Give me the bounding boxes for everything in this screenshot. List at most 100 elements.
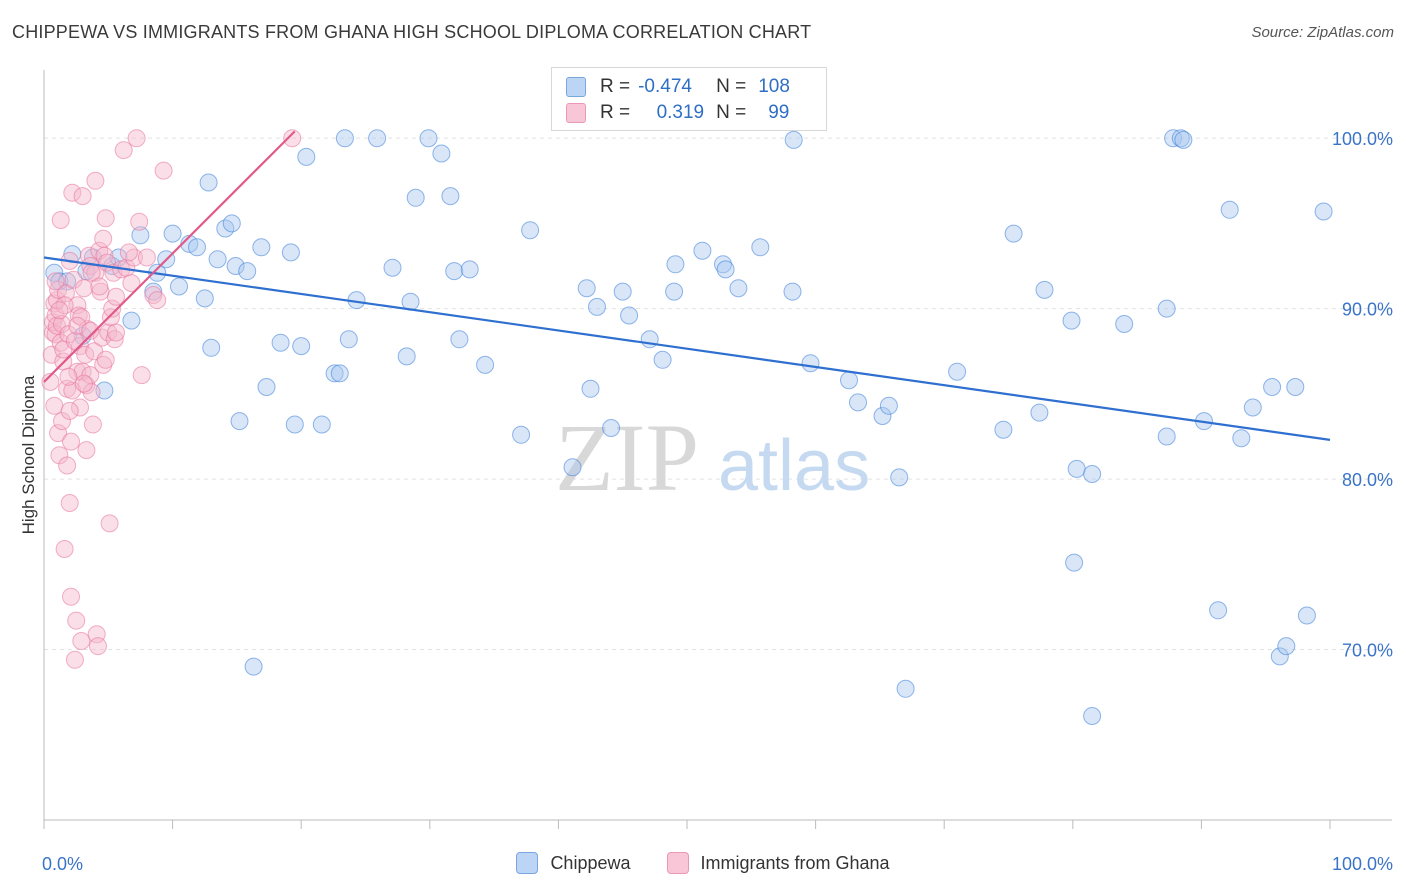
point-ghana bbox=[41, 372, 60, 391]
point-chippewa bbox=[653, 350, 672, 369]
trend-line-ghana bbox=[43, 130, 296, 383]
point-chippewa bbox=[252, 238, 271, 257]
y-tick-label: 80.0% bbox=[1342, 470, 1393, 490]
point-ghana bbox=[45, 396, 64, 415]
point-chippewa bbox=[163, 224, 182, 243]
point-ghana bbox=[65, 332, 84, 350]
point-chippewa bbox=[460, 260, 479, 279]
trend-line-chippewa bbox=[43, 256, 1331, 441]
point-chippewa bbox=[199, 173, 218, 192]
point-chippewa bbox=[521, 221, 540, 240]
point-ghana bbox=[60, 494, 79, 512]
point-ghana bbox=[77, 441, 96, 460]
y-tick-label: 70.0% bbox=[1342, 641, 1393, 661]
legend-n-value: 99 bbox=[768, 102, 790, 123]
legend-n-label: N = bbox=[716, 102, 747, 123]
point-ghana bbox=[125, 248, 143, 267]
point-chippewa bbox=[577, 279, 596, 298]
trend-lines bbox=[43, 130, 1331, 441]
point-chippewa bbox=[890, 468, 909, 487]
point-chippewa bbox=[665, 282, 684, 301]
source-label: Source: ZipAtlas.com bbox=[1251, 24, 1394, 41]
point-chippewa bbox=[432, 144, 451, 163]
point-ghana bbox=[103, 299, 122, 318]
point-ghana bbox=[42, 345, 61, 364]
point-chippewa bbox=[1232, 429, 1251, 448]
point-ghana bbox=[148, 291, 167, 310]
point-chippewa bbox=[1157, 299, 1176, 318]
series-legend: Chippewa Immigrants from Ghana bbox=[0, 852, 1406, 874]
point-chippewa bbox=[581, 379, 600, 398]
point-chippewa bbox=[1209, 601, 1228, 620]
point-chippewa bbox=[1062, 311, 1081, 330]
point-chippewa bbox=[450, 330, 469, 349]
data-points bbox=[41, 129, 1333, 725]
point-chippewa bbox=[406, 188, 425, 207]
point-chippewa bbox=[122, 311, 141, 330]
point-chippewa bbox=[1115, 315, 1134, 333]
point-chippewa bbox=[330, 364, 349, 383]
point-ghana bbox=[55, 296, 74, 315]
point-ghana bbox=[99, 323, 118, 342]
point-chippewa bbox=[849, 393, 867, 412]
watermark-zip: ZIP bbox=[555, 404, 699, 511]
axes bbox=[43, 70, 1392, 829]
point-chippewa bbox=[297, 147, 316, 166]
watermark: ZIP atlas bbox=[555, 404, 870, 511]
point-chippewa bbox=[716, 260, 735, 279]
y-tick-label: 100.0% bbox=[1332, 129, 1393, 149]
point-ghana bbox=[50, 446, 69, 465]
point-ghana bbox=[49, 424, 68, 443]
legend-swatch-ghana bbox=[566, 103, 586, 123]
point-ghana bbox=[100, 514, 119, 533]
point-chippewa bbox=[1297, 606, 1316, 625]
point-ghana bbox=[81, 321, 100, 340]
point-chippewa bbox=[208, 250, 227, 269]
legend-r-value: -0.474 bbox=[638, 76, 692, 97]
watermark-atlas: atlas bbox=[718, 426, 870, 506]
point-chippewa bbox=[188, 238, 206, 257]
legend-item-ghana[interactable]: Immigrants from Ghana bbox=[666, 852, 890, 874]
point-chippewa bbox=[588, 297, 606, 316]
point-chippewa bbox=[714, 255, 732, 274]
point-chippewa bbox=[512, 425, 531, 444]
point-chippewa bbox=[312, 415, 331, 434]
point-chippewa bbox=[801, 354, 820, 373]
legend-item-chippewa[interactable]: Chippewa bbox=[516, 852, 631, 874]
point-ghana bbox=[94, 229, 113, 248]
point-chippewa bbox=[476, 355, 495, 374]
legend-swatch-ghana bbox=[666, 852, 689, 874]
point-ghana bbox=[72, 308, 91, 327]
legend-r-label: R = bbox=[600, 76, 631, 97]
point-chippewa bbox=[441, 187, 460, 206]
point-chippewa bbox=[1030, 403, 1049, 422]
point-chippewa bbox=[1277, 637, 1296, 656]
point-chippewa bbox=[784, 130, 803, 149]
legend-swatch-chippewa bbox=[516, 852, 539, 874]
point-ghana bbox=[53, 315, 71, 333]
point-ghana bbox=[86, 171, 105, 190]
point-ghana bbox=[130, 212, 149, 231]
point-chippewa bbox=[1083, 707, 1102, 725]
x-tick-label: 0.0% bbox=[42, 854, 83, 874]
point-ghana bbox=[283, 129, 302, 148]
point-ghana bbox=[107, 287, 125, 306]
legend-swatch-chippewa bbox=[566, 77, 586, 97]
point-ghana bbox=[96, 350, 115, 369]
legend-r-label: R = bbox=[600, 102, 631, 123]
point-chippewa bbox=[271, 333, 290, 352]
point-ghana bbox=[62, 587, 80, 606]
point-ghana bbox=[89, 637, 107, 656]
point-chippewa bbox=[339, 330, 358, 349]
point-ghana bbox=[94, 355, 113, 374]
point-chippewa bbox=[613, 282, 632, 301]
point-ghana bbox=[122, 274, 141, 293]
point-chippewa bbox=[1314, 202, 1333, 221]
point-chippewa bbox=[873, 407, 892, 425]
point-chippewa bbox=[202, 338, 221, 357]
point-chippewa bbox=[170, 277, 188, 296]
point-ghana bbox=[154, 161, 173, 180]
point-ghana bbox=[114, 141, 133, 160]
y-tick-label: 90.0% bbox=[1342, 300, 1393, 320]
